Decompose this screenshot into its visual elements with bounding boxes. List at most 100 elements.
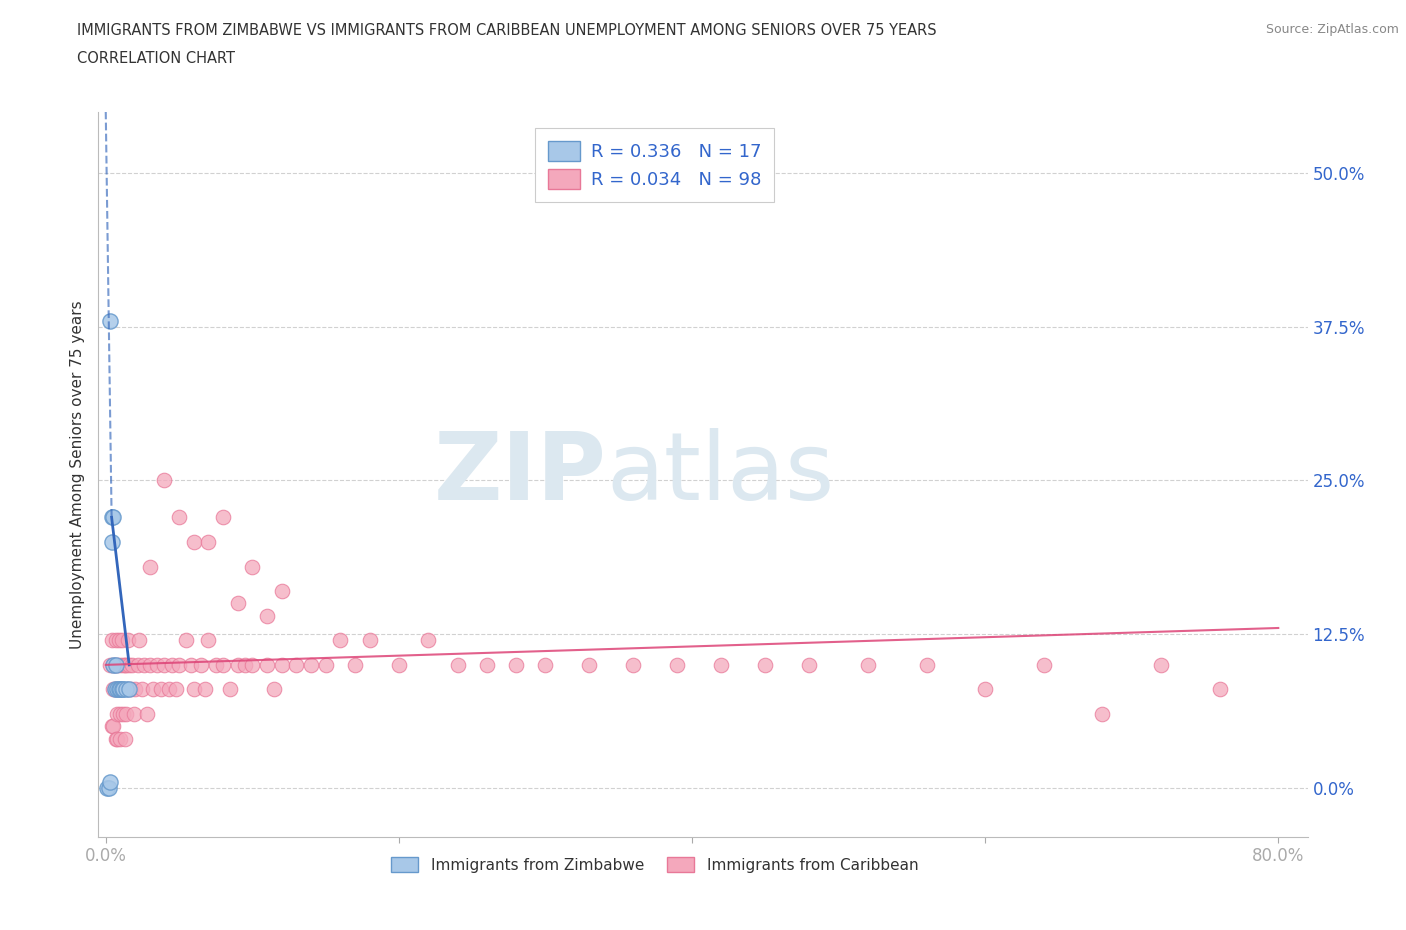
Point: [110, 707, 132, 722]
Point: [388, 658, 411, 672]
Text: Source: ZipAtlas.com: Source: ZipAtlas.com: [1265, 23, 1399, 36]
Text: ZIP: ZIP: [433, 429, 606, 520]
Point: [138, 559, 160, 574]
Point: [105, 632, 128, 647]
Point: [115, 707, 138, 722]
Point: [165, 682, 187, 697]
Point: [108, 682, 131, 697]
Point: [120, 682, 142, 697]
Point: [1150, 658, 1173, 672]
Point: [505, 658, 527, 672]
Point: [100, 632, 122, 647]
Point: [117, 632, 139, 647]
Point: [96, 780, 118, 795]
Point: [112, 707, 135, 722]
Point: [107, 682, 129, 697]
Point: [124, 682, 146, 697]
Point: [329, 632, 352, 647]
Point: [475, 658, 498, 672]
Point: [122, 707, 145, 722]
Point: [100, 719, 122, 734]
Point: [534, 658, 557, 672]
Point: [167, 658, 190, 672]
Point: [315, 658, 337, 672]
Point: [103, 682, 125, 697]
Point: [101, 658, 124, 672]
Point: [226, 596, 249, 611]
Point: [915, 658, 938, 672]
Point: [226, 658, 249, 672]
Point: [121, 658, 143, 672]
Point: [135, 707, 157, 722]
Point: [150, 682, 173, 697]
Point: [160, 658, 183, 672]
Point: [418, 632, 440, 647]
Point: [115, 682, 138, 697]
Point: [103, 658, 125, 672]
Point: [101, 719, 124, 734]
Point: [233, 658, 256, 672]
Point: [107, 731, 129, 746]
Text: CORRELATION CHART: CORRELATION CHART: [77, 51, 235, 66]
Point: [167, 510, 190, 525]
Point: [194, 682, 217, 697]
Point: [100, 535, 122, 550]
Point: [111, 682, 134, 697]
Point: [240, 658, 263, 672]
Point: [112, 682, 135, 697]
Y-axis label: Unemployment Among Seniors over 75 years: Unemployment Among Seniors over 75 years: [70, 300, 86, 648]
Point: [101, 658, 124, 672]
Point: [153, 658, 176, 672]
Point: [112, 658, 135, 672]
Point: [219, 682, 242, 697]
Point: [212, 510, 235, 525]
Point: [97, 780, 120, 795]
Point: [343, 658, 366, 672]
Point: [183, 682, 205, 697]
Point: [110, 682, 132, 697]
Point: [197, 535, 219, 550]
Point: [107, 658, 129, 672]
Point: [183, 535, 205, 550]
Point: [105, 731, 128, 746]
Point: [270, 658, 292, 672]
Point: [621, 658, 644, 672]
Point: [111, 632, 134, 647]
Point: [108, 632, 131, 647]
Point: [127, 658, 149, 672]
Point: [117, 682, 139, 697]
Point: [299, 658, 322, 672]
Point: [1032, 658, 1054, 672]
Point: [153, 473, 176, 488]
Point: [105, 682, 128, 697]
Point: [710, 658, 733, 672]
Text: atlas: atlas: [606, 429, 835, 520]
Point: [974, 682, 997, 697]
Point: [578, 658, 600, 672]
Point: [105, 658, 128, 672]
Point: [131, 682, 153, 697]
Legend: Immigrants from Zimbabwe, Immigrants from Caribbean: Immigrants from Zimbabwe, Immigrants fro…: [384, 849, 927, 880]
Point: [180, 658, 202, 672]
Point: [446, 658, 468, 672]
Point: [204, 658, 226, 672]
Point: [128, 632, 150, 647]
Point: [107, 707, 129, 722]
Point: [108, 682, 131, 697]
Point: [115, 658, 138, 672]
Point: [98, 658, 121, 672]
Point: [138, 658, 160, 672]
Point: [114, 731, 136, 746]
Point: [157, 682, 180, 697]
Point: [146, 658, 169, 672]
Point: [110, 658, 132, 672]
Point: [103, 682, 125, 697]
Point: [101, 682, 124, 697]
Point: [118, 682, 141, 697]
Point: [111, 682, 134, 697]
Point: [666, 658, 689, 672]
Point: [359, 632, 381, 647]
Point: [285, 658, 308, 672]
Point: [256, 608, 278, 623]
Point: [98, 313, 121, 328]
